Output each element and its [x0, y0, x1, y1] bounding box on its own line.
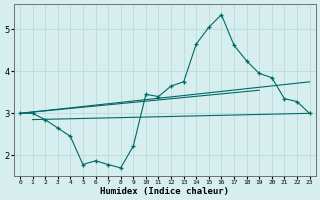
X-axis label: Humidex (Indice chaleur): Humidex (Indice chaleur): [100, 187, 229, 196]
